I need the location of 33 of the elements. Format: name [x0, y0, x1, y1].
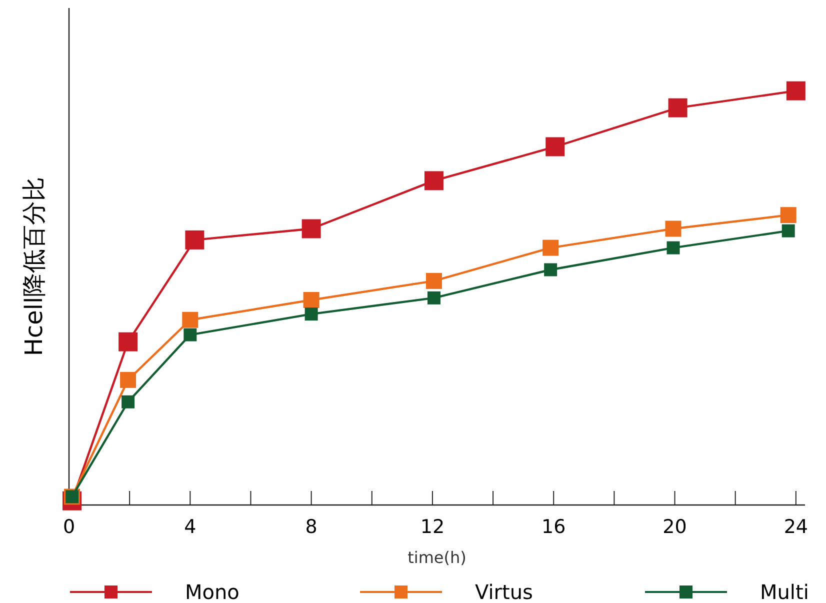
point: [304, 308, 318, 321]
point: [427, 291, 440, 304]
point: [665, 220, 682, 237]
point: [786, 81, 806, 100]
point: [118, 332, 138, 352]
point: [424, 171, 444, 190]
point: [184, 328, 197, 342]
x-tick-label: 12: [420, 516, 445, 538]
x-tick-label: 4: [184, 516, 196, 538]
point: [782, 224, 795, 238]
x-tick-label: 0: [62, 516, 76, 538]
x-tick-label: 24: [784, 516, 808, 538]
point: [185, 230, 204, 250]
point: [302, 219, 321, 238]
x-tick-label: 8: [305, 516, 318, 538]
point: [303, 292, 320, 308]
point: [182, 312, 198, 328]
x-axis-title: time(h): [408, 548, 466, 567]
x-tick-label: 20: [662, 516, 687, 538]
point: [666, 241, 680, 254]
legend-label: Mono: [185, 580, 240, 603]
point: [668, 98, 688, 118]
point: [426, 272, 442, 289]
legend-label: Multi: [760, 580, 809, 603]
y-axis-title: Hcell降低百分比: [20, 176, 48, 356]
point: [780, 207, 796, 224]
point: [546, 137, 565, 156]
point: [122, 395, 135, 408]
point: [542, 240, 559, 256]
point: [120, 372, 136, 388]
point: [544, 263, 558, 276]
legend-label: Virtus: [475, 580, 533, 603]
x-tick-label: 16: [542, 516, 566, 538]
